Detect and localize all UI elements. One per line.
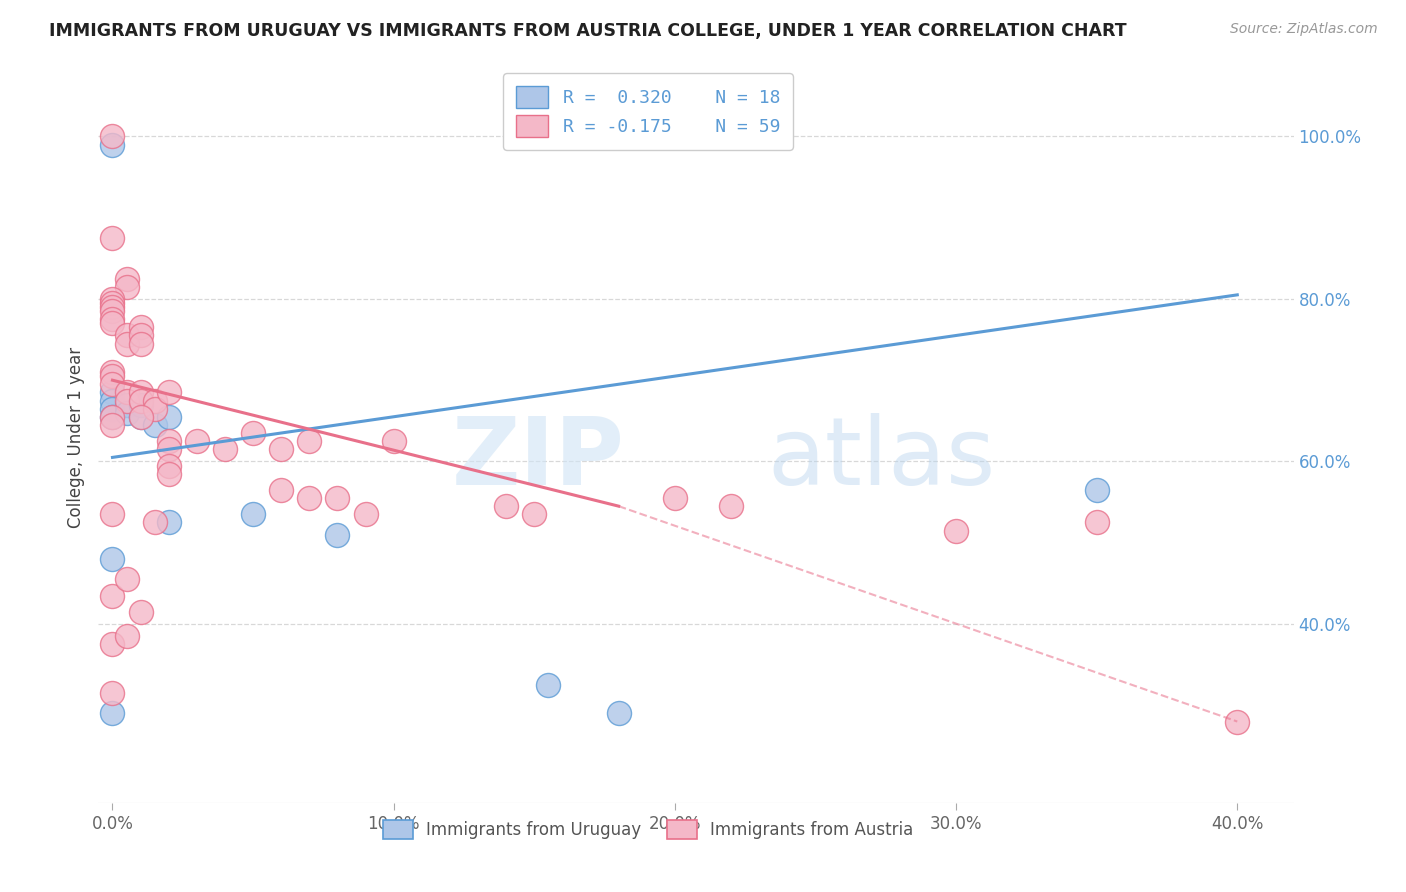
Point bbox=[101, 686, 124, 700]
Point bbox=[143, 417, 166, 432]
Point bbox=[101, 377, 124, 392]
Point bbox=[115, 398, 138, 412]
Point bbox=[664, 491, 686, 505]
Point bbox=[101, 385, 124, 400]
Point bbox=[115, 279, 138, 293]
Point bbox=[101, 401, 124, 416]
Point bbox=[101, 137, 124, 152]
Point bbox=[157, 409, 180, 424]
Point bbox=[326, 491, 349, 505]
Point bbox=[115, 336, 138, 351]
Point bbox=[129, 605, 152, 619]
Point bbox=[270, 442, 292, 457]
Point bbox=[129, 409, 152, 424]
Point bbox=[157, 467, 180, 481]
Point bbox=[129, 409, 152, 424]
Point bbox=[157, 385, 180, 400]
Point bbox=[157, 434, 180, 449]
Point bbox=[1085, 516, 1108, 530]
Point bbox=[101, 300, 124, 314]
Point bbox=[326, 527, 349, 541]
Point bbox=[115, 406, 138, 420]
Y-axis label: College, Under 1 year: College, Under 1 year bbox=[66, 346, 84, 528]
Point bbox=[1085, 483, 1108, 497]
Text: IMMIGRANTS FROM URUGUAY VS IMMIGRANTS FROM AUSTRIA COLLEGE, UNDER 1 YEAR CORRELA: IMMIGRANTS FROM URUGUAY VS IMMIGRANTS FR… bbox=[49, 22, 1126, 40]
Point bbox=[115, 629, 138, 643]
Point bbox=[945, 524, 967, 538]
Point bbox=[101, 296, 124, 310]
Point bbox=[101, 292, 124, 306]
Point bbox=[115, 393, 138, 408]
Point bbox=[101, 129, 124, 144]
Point bbox=[101, 231, 124, 245]
Point bbox=[354, 508, 377, 522]
Point bbox=[101, 589, 124, 603]
Point bbox=[115, 385, 138, 400]
Point bbox=[101, 409, 124, 424]
Point bbox=[720, 499, 742, 513]
Point bbox=[537, 678, 560, 692]
Text: Source: ZipAtlas.com: Source: ZipAtlas.com bbox=[1230, 22, 1378, 37]
Point bbox=[101, 552, 124, 566]
Point bbox=[298, 434, 321, 449]
Point bbox=[115, 328, 138, 343]
Point bbox=[101, 393, 124, 408]
Point bbox=[1226, 714, 1249, 729]
Point bbox=[129, 398, 152, 412]
Point bbox=[270, 483, 292, 497]
Point bbox=[101, 417, 124, 432]
Point bbox=[129, 320, 152, 334]
Point bbox=[129, 328, 152, 343]
Point bbox=[101, 369, 124, 384]
Point bbox=[157, 516, 180, 530]
Point bbox=[157, 442, 180, 457]
Point bbox=[157, 458, 180, 473]
Point bbox=[101, 304, 124, 318]
Point bbox=[129, 385, 152, 400]
Point bbox=[115, 271, 138, 285]
Text: ZIP: ZIP bbox=[451, 413, 624, 505]
Point bbox=[143, 516, 166, 530]
Point bbox=[242, 508, 264, 522]
Point bbox=[186, 434, 208, 449]
Point bbox=[101, 637, 124, 651]
Point bbox=[214, 442, 236, 457]
Point bbox=[298, 491, 321, 505]
Point bbox=[129, 393, 152, 408]
Point bbox=[143, 393, 166, 408]
Point bbox=[101, 365, 124, 379]
Point bbox=[115, 572, 138, 586]
Point bbox=[101, 316, 124, 330]
Point bbox=[242, 425, 264, 440]
Point bbox=[101, 312, 124, 326]
Point bbox=[101, 706, 124, 721]
Point bbox=[382, 434, 405, 449]
Point bbox=[129, 336, 152, 351]
Point bbox=[101, 409, 124, 424]
Point bbox=[101, 508, 124, 522]
Point bbox=[495, 499, 517, 513]
Point bbox=[523, 508, 546, 522]
Point bbox=[607, 706, 630, 721]
Point bbox=[143, 401, 166, 416]
Legend: Immigrants from Uruguay, Immigrants from Austria: Immigrants from Uruguay, Immigrants from… bbox=[377, 814, 920, 846]
Text: atlas: atlas bbox=[768, 413, 995, 505]
